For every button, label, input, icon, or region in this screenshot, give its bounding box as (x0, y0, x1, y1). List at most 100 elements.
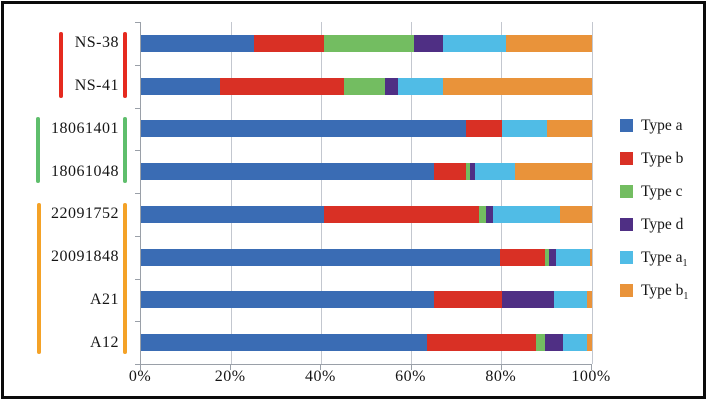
category-label: 18061401 (51, 119, 119, 137)
legend-item: Type a1 (620, 241, 688, 274)
legend-swatch-icon (620, 218, 633, 231)
legend-label: Type b1 (641, 281, 689, 302)
stacked-bar (141, 77, 592, 95)
stacked-bar (141, 248, 592, 266)
bar-segment (323, 205, 480, 223)
legend-item: Type d (620, 208, 688, 241)
legend-label: Type d (641, 215, 684, 233)
gridline (230, 22, 232, 364)
stacked-bar (141, 334, 592, 352)
bar-segment (141, 205, 324, 223)
y-axis-tick (135, 321, 140, 323)
bar-row (141, 65, 592, 108)
bar-segment (515, 163, 592, 181)
plot-area (140, 22, 593, 365)
gridline (411, 22, 413, 364)
group-bracket-left (59, 31, 63, 98)
x-axis-label: 60% (395, 368, 427, 385)
x-axis-tick (230, 365, 232, 370)
bar-segment (434, 291, 502, 309)
bar-segment (485, 205, 493, 223)
legend-swatch-icon (620, 152, 633, 165)
bar-segment (141, 120, 466, 138)
bar-segment (501, 120, 547, 138)
y-axis-tick (135, 150, 140, 152)
bar-segment (549, 248, 556, 266)
legend-item: Type a (620, 109, 688, 142)
bar-segment (587, 291, 592, 309)
legend-item: Type b (620, 142, 688, 175)
category-label: A21 (89, 290, 119, 308)
bar-row (141, 279, 592, 322)
bar-segment (443, 34, 507, 52)
stacked-bar (141, 291, 592, 309)
x-axis-label: 20% (214, 368, 246, 385)
category-label: NS-38 (74, 34, 119, 52)
group-bracket-right (123, 31, 127, 98)
x-axis-tick (140, 365, 141, 370)
legend-label: Type a1 (641, 248, 688, 269)
legend-swatch-icon (620, 185, 633, 198)
legend-item: Type c (620, 175, 688, 208)
bar-segment (501, 291, 554, 309)
category-label: 22091752 (51, 205, 119, 223)
bar-row (141, 22, 592, 65)
bar-segment (141, 34, 254, 52)
bar-row (141, 321, 592, 364)
bar-segment (384, 77, 399, 95)
y-axis-tick (135, 278, 140, 280)
legend-swatch-icon (620, 119, 633, 132)
bar-segment (474, 163, 516, 181)
bar-segment (553, 291, 588, 309)
bar-segment (589, 248, 592, 266)
legend-item: Type b1 (620, 274, 688, 307)
category-label: A12 (89, 333, 119, 351)
stacked-bar (141, 163, 592, 181)
bar-segment (443, 77, 592, 95)
bar-segment (141, 163, 435, 181)
bar-segment (434, 163, 466, 181)
stacked-bar (141, 205, 592, 223)
bar-segment (544, 334, 563, 352)
bar-segment (479, 205, 486, 223)
group-bracket-right (123, 202, 127, 355)
x-axis-tick (500, 365, 502, 370)
y-axis-tick (135, 193, 140, 194)
x-axis-label: 0% (128, 368, 152, 385)
bar-segment (465, 120, 502, 138)
bar-segment (555, 248, 590, 266)
y-axis-tick (135, 364, 140, 365)
gridline (501, 22, 503, 364)
bar-segment (546, 120, 592, 138)
bar-segment (506, 34, 592, 52)
bar-segment (544, 248, 550, 266)
bar-row (141, 108, 592, 151)
bar-segment (323, 34, 414, 52)
legend-label: Type b (641, 149, 684, 167)
bar-segment (141, 248, 500, 266)
bar-segment (535, 334, 545, 352)
legend-swatch-icon (620, 284, 633, 297)
x-axis-label: 40% (304, 368, 336, 385)
bar-segment (141, 291, 435, 309)
category-label: 20091848 (51, 248, 119, 266)
gridline (320, 22, 322, 364)
y-axis-tick (135, 64, 140, 66)
bar-segment (470, 163, 475, 181)
x-axis-label: 100% (571, 368, 611, 385)
category-label: 18061048 (51, 162, 119, 180)
legend-swatch-icon (620, 251, 633, 264)
bar-segment (465, 163, 471, 181)
x-axis-tick (410, 365, 412, 370)
legend-label: Type a (641, 116, 683, 134)
group-bracket-left (37, 202, 41, 355)
bar-segment (343, 77, 385, 95)
y-axis-tick (135, 22, 140, 23)
bar-row (141, 193, 592, 236)
bar-segment (427, 334, 536, 352)
legend: Type a Type b Type c Type d Type a1 Type b1 (620, 109, 688, 307)
bar-segment (499, 248, 545, 266)
bar-segment (413, 34, 444, 52)
bar-segment (492, 205, 561, 223)
